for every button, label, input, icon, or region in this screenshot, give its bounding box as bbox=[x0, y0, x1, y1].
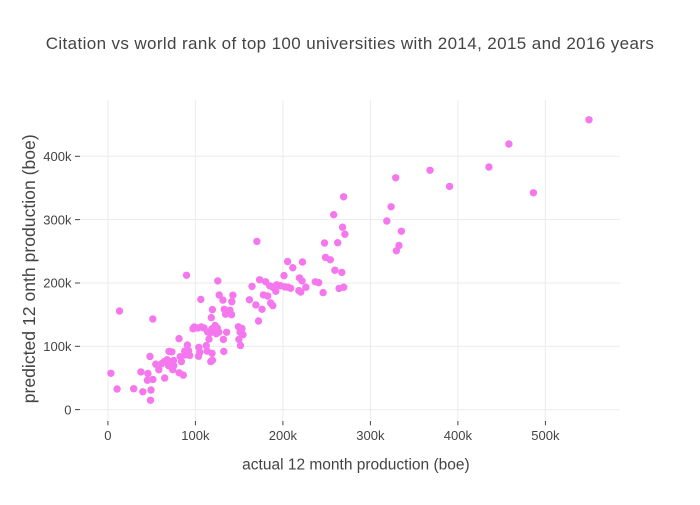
svg-text:400k: 400k bbox=[444, 428, 473, 443]
svg-text:400k: 400k bbox=[43, 149, 72, 164]
svg-text:100k: 100k bbox=[43, 339, 72, 354]
svg-text:predicted 12 onth production (: predicted 12 onth production (boe) bbox=[19, 134, 39, 403]
svg-text:0: 0 bbox=[64, 402, 71, 417]
svg-text:0: 0 bbox=[104, 428, 111, 443]
svg-text:Citation vs world rank of top: Citation vs world rank of top 100 univer… bbox=[46, 34, 655, 53]
svg-text:300k: 300k bbox=[43, 212, 72, 227]
svg-text:200k: 200k bbox=[269, 428, 298, 443]
svg-text:300k: 300k bbox=[356, 428, 385, 443]
svg-text:100k: 100k bbox=[181, 428, 210, 443]
svg-text:actual 12 month production (bo: actual 12 month production (boe) bbox=[242, 457, 469, 474]
svg-text:500k: 500k bbox=[531, 428, 560, 443]
svg-text:200k: 200k bbox=[43, 276, 72, 291]
